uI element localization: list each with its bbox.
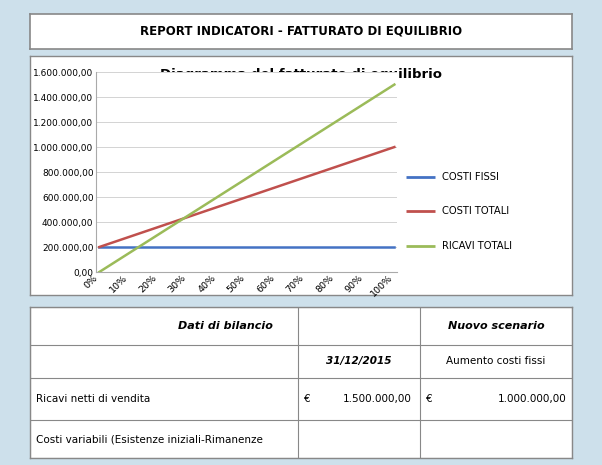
Text: REPORT INDICATORI - FATTURATO DI EQUILIBRIO: REPORT INDICATORI - FATTURATO DI EQUILIB… [140, 25, 462, 38]
Text: €: € [304, 394, 311, 404]
Text: Dati di bilancio: Dati di bilancio [178, 321, 273, 331]
Text: 1.500.000,00: 1.500.000,00 [343, 394, 412, 404]
Text: Aumento costi fissi: Aumento costi fissi [446, 356, 546, 366]
Text: Nuovo scenario: Nuovo scenario [448, 321, 544, 331]
Text: RICAVI TOTALI: RICAVI TOTALI [442, 241, 512, 251]
Text: Diagramma del fatturato di equilibrio: Diagramma del fatturato di equilibrio [160, 68, 442, 81]
Text: Costi variabili (Esistenze iniziali-Rimanenze: Costi variabili (Esistenze iniziali-Rima… [36, 434, 262, 444]
Text: 31/12/2015: 31/12/2015 [326, 356, 392, 366]
Text: Ricavi netti di vendita: Ricavi netti di vendita [36, 394, 150, 404]
Text: €: € [426, 394, 432, 404]
Text: COSTI TOTALI: COSTI TOTALI [442, 206, 510, 216]
Text: 1.000.000,00: 1.000.000,00 [498, 394, 566, 404]
Text: COSTI FISSI: COSTI FISSI [442, 172, 499, 181]
